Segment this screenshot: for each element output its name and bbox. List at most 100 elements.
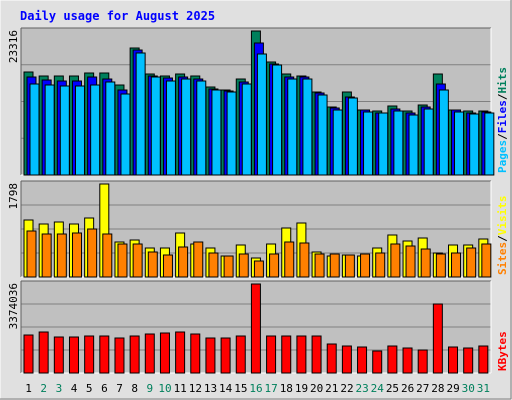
kbytes-legend: KBytes	[496, 331, 509, 371]
hits-bar-pages	[332, 109, 343, 176]
visits-bar-sites	[223, 255, 234, 278]
kbytes-bar-kbytes	[205, 337, 216, 374]
visits-bar-sites	[314, 253, 325, 278]
hits-bar-pages	[165, 80, 176, 176]
day-label-26: 26	[401, 382, 414, 395]
day-label-31: 31	[477, 382, 490, 395]
kbytes-bar-kbytes	[341, 345, 352, 374]
visits-bar-sites	[344, 254, 355, 278]
kbytes-bar-kbytes	[417, 349, 428, 374]
visits-bar-sites	[269, 253, 280, 278]
hits-bar-pages	[484, 112, 495, 176]
kbytes-bar-kbytes	[53, 336, 64, 374]
hits-bar-pages	[363, 111, 374, 176]
visits-legend: Sites/Visits	[496, 196, 509, 276]
day-label-23: 23	[356, 382, 369, 395]
visits-bar-sites	[466, 247, 477, 278]
kbytes-bar-kbytes	[99, 335, 110, 374]
hits-bar-pages	[150, 76, 161, 176]
day-label-1: 1	[25, 382, 32, 395]
day-label-25: 25	[386, 382, 399, 395]
visits-bar-sites	[284, 241, 295, 278]
hits-bar-pages	[226, 91, 237, 176]
day-label-30: 30	[462, 382, 475, 395]
kbytes-bar-kbytes	[175, 331, 186, 374]
visits-ymax-label: 1798	[7, 183, 20, 210]
kbytes-bar-kbytes	[129, 335, 140, 374]
hits-bar-pages	[469, 113, 480, 176]
hits-bar-pages	[393, 110, 404, 176]
visits-bar-sites	[253, 260, 264, 278]
visits-bar-sites	[41, 233, 52, 278]
day-label-28: 28	[431, 382, 444, 395]
visits-bar-sites	[435, 253, 446, 278]
visits-bar-sites	[102, 233, 113, 278]
kbytes-bar-kbytes	[38, 331, 49, 374]
hits-bar-pages	[135, 52, 146, 176]
hits-bar-pages	[287, 78, 298, 176]
kbytes-bar-kbytes	[387, 345, 398, 374]
day-label-14: 14	[219, 382, 233, 395]
kbytes-bar-kbytes	[235, 335, 246, 374]
hits-bar-pages	[347, 97, 358, 176]
hits-panel: 23316 Pages/Files/Hits	[7, 27, 509, 176]
visits-bar-sites	[71, 232, 82, 278]
kbytes-bar-kbytes	[281, 335, 292, 374]
hits-bar-pages	[317, 94, 328, 176]
kbytes-bar-kbytes	[478, 345, 489, 374]
day-label-10: 10	[158, 382, 171, 395]
visits-bar-sites	[405, 245, 416, 278]
hits-bar-pages	[438, 89, 449, 176]
kbytes-bar-kbytes	[357, 346, 368, 374]
day-label-18: 18	[280, 382, 293, 395]
visits-bar-sites	[26, 230, 37, 278]
kbytes-bar-kbytes	[463, 347, 474, 374]
day-label-29: 29	[446, 382, 459, 395]
day-label-16: 16	[249, 382, 262, 395]
day-label-4: 4	[71, 382, 78, 395]
kbytes-bar-kbytes	[372, 350, 383, 374]
day-label-7: 7	[116, 382, 123, 395]
kbytes-bar-kbytes	[190, 333, 201, 374]
hits-bar-pages	[272, 64, 283, 176]
visits-bar-sites	[193, 241, 204, 278]
day-label-2: 2	[40, 382, 47, 395]
hits-bar-pages	[29, 83, 40, 176]
kbytes-bar-kbytes	[266, 335, 277, 374]
visits-panel: 1798 Sites/Visits	[7, 180, 509, 278]
kbytes-bar-kbytes	[144, 333, 155, 374]
day-label-22: 22	[340, 382, 353, 395]
visits-bar-sites	[162, 254, 173, 278]
day-label-24: 24	[371, 382, 385, 395]
hits-bar-pages	[44, 84, 55, 176]
visits-bar-sites	[238, 253, 249, 278]
hits-bar-pages	[74, 85, 85, 176]
visits-bar-sites	[299, 242, 310, 278]
visits-bar-sites	[390, 243, 401, 278]
kbytes-bar-kbytes	[220, 337, 231, 374]
hits-bar-pages	[423, 108, 434, 176]
kbytes-ymax-label: 3374036	[7, 283, 20, 329]
day-label-27: 27	[416, 382, 429, 395]
day-label-13: 13	[204, 382, 217, 395]
visits-bar-sites	[178, 246, 189, 278]
visits-bar-sites	[117, 243, 128, 278]
hits-bar-pages	[105, 81, 116, 176]
hits-bar-pages	[378, 112, 389, 176]
day-label-3: 3	[56, 382, 63, 395]
chart-title: Daily usage for August 2025	[20, 9, 215, 23]
visits-bar-sites	[87, 228, 98, 278]
hits-bar-pages	[181, 78, 192, 176]
hits-bar-pages	[59, 85, 70, 176]
hits-bar-pages	[241, 83, 252, 176]
hits-bar-pages	[211, 89, 222, 176]
day-label-19: 19	[295, 382, 308, 395]
day-label-6: 6	[101, 382, 108, 395]
kbytes-bar-kbytes	[326, 343, 337, 374]
hits-bar-pages	[196, 80, 207, 176]
kbytes-bar-kbytes	[311, 335, 322, 374]
visits-bar-sites	[56, 233, 67, 278]
hits-bar-pages	[256, 53, 267, 176]
